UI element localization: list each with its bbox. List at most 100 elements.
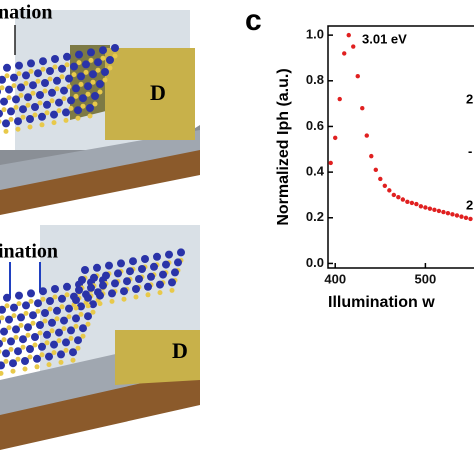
atom (80, 103, 86, 109)
atom (0, 349, 2, 354)
data-point (378, 176, 383, 182)
atom (34, 69, 42, 78)
atom (60, 86, 68, 95)
atom (17, 313, 25, 322)
atom (100, 55, 106, 61)
atom (18, 92, 24, 98)
x-tick-label: 400 (324, 271, 346, 286)
y-tick-label: 0.8 (306, 72, 324, 87)
atom (13, 334, 19, 340)
atom (87, 48, 95, 57)
atom (129, 257, 137, 266)
atom (174, 258, 182, 267)
atom (7, 337, 15, 346)
y-axis-label: Normalized Iph (a.u.) (275, 68, 292, 225)
atom (5, 315, 13, 324)
atom (59, 304, 65, 310)
atom (0, 109, 3, 118)
atom (8, 346, 14, 352)
atom (105, 261, 113, 270)
atom (145, 292, 151, 298)
atom (80, 333, 86, 339)
atom (33, 354, 41, 363)
atom (87, 283, 95, 292)
data-point (441, 209, 446, 215)
atom (79, 94, 87, 103)
atom (3, 293, 11, 302)
atom (49, 98, 55, 104)
atom (4, 73, 10, 79)
atom (3, 128, 9, 134)
atom (41, 309, 49, 317)
annotation: 3.01 eV (362, 31, 407, 46)
atom (47, 76, 53, 82)
atom (64, 292, 70, 298)
atom (0, 89, 1, 95)
contact-d (105, 48, 195, 140)
atom (0, 361, 5, 370)
atom (61, 326, 67, 332)
illumination-label: nation (0, 2, 52, 24)
atom (0, 119, 2, 124)
atom (89, 70, 97, 79)
atom (70, 62, 78, 71)
atom (22, 366, 28, 372)
atom (34, 299, 42, 308)
atom (77, 72, 85, 81)
atom (3, 358, 9, 364)
atom (64, 62, 70, 68)
atom (48, 88, 56, 97)
atom (157, 290, 163, 296)
atom (15, 356, 21, 362)
contact-label: D (172, 338, 188, 363)
atom (70, 357, 76, 363)
atom (29, 311, 37, 320)
data-point (373, 167, 378, 173)
data-point (391, 192, 397, 198)
data-point (364, 133, 369, 138)
data-point (454, 213, 460, 218)
atom (20, 344, 26, 350)
atom (150, 262, 158, 271)
atom (19, 335, 27, 344)
atom (28, 68, 34, 74)
atom (9, 359, 17, 368)
atom (84, 312, 92, 321)
atom (40, 66, 46, 72)
atom (0, 75, 6, 84)
data-point (450, 212, 455, 217)
atom (41, 79, 49, 87)
data-point (468, 216, 473, 222)
atom (84, 293, 92, 302)
contact-d (115, 330, 200, 385)
cropped-label: 2 (466, 91, 473, 106)
atom (11, 313, 17, 319)
atom (66, 84, 72, 90)
atom (0, 305, 6, 314)
atom (106, 56, 114, 64)
atom (71, 72, 77, 78)
atom (102, 77, 108, 83)
atom (39, 122, 45, 128)
atom (101, 68, 109, 76)
atom (10, 73, 18, 82)
data-point (414, 201, 419, 207)
atom (78, 81, 84, 87)
atom (15, 291, 23, 300)
atom (11, 83, 17, 89)
data-point (418, 204, 424, 209)
atom (51, 120, 57, 126)
atom (40, 296, 46, 302)
atom (45, 352, 53, 361)
y-tick-label: 0.2 (306, 209, 324, 224)
atom (37, 100, 43, 106)
atom (63, 117, 69, 123)
atom (23, 310, 29, 316)
atom (44, 340, 50, 346)
data-point (346, 32, 351, 38)
atom (27, 124, 33, 130)
atom (22, 301, 30, 310)
atom (63, 282, 71, 291)
atom (21, 357, 29, 365)
